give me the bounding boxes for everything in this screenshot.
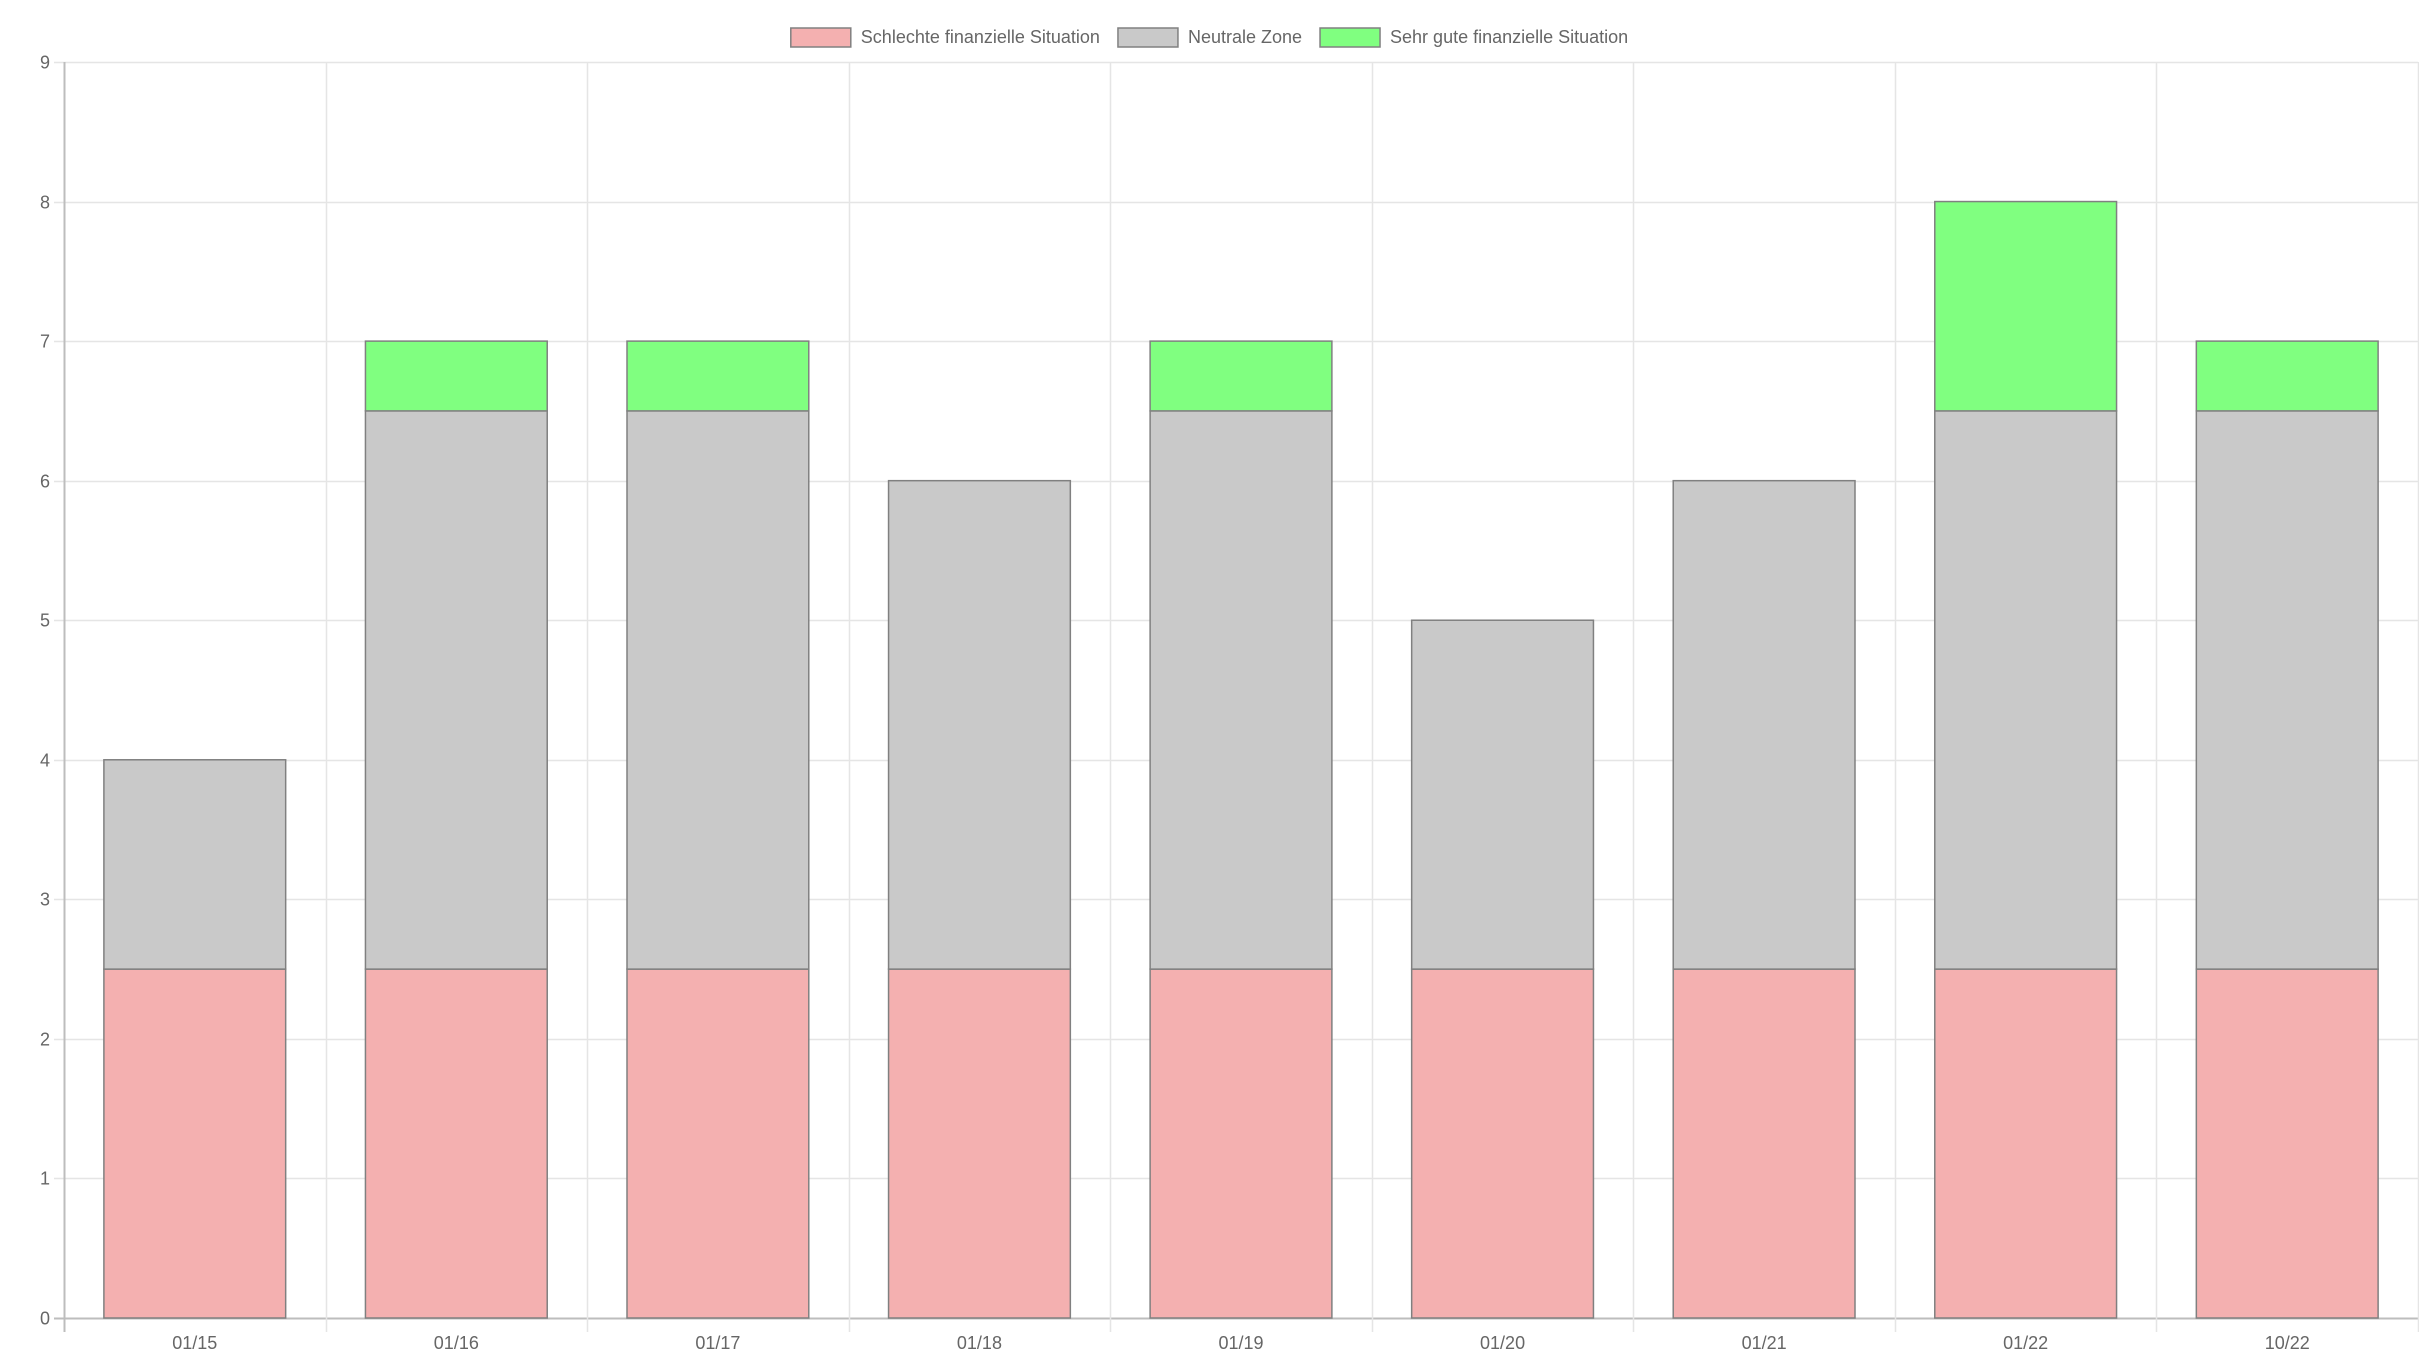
bar-segment[interactable] — [1149, 410, 1333, 970]
bar-segment[interactable] — [1934, 968, 2118, 1319]
bar-segment[interactable] — [2195, 340, 2379, 412]
y-tick-label: 1 — [40, 1169, 50, 1189]
bar-segment[interactable] — [103, 968, 287, 1319]
legend-swatch — [1319, 27, 1381, 48]
x-tick-label: 01/21 — [1742, 1333, 1787, 1353]
y-tick-label: 7 — [40, 332, 50, 352]
bar-segment[interactable] — [1410, 968, 1595, 1319]
bar-segment[interactable] — [1672, 479, 1856, 970]
x-tick-label: 01/17 — [695, 1333, 740, 1353]
y-tick-label: 6 — [40, 472, 50, 492]
bars-layer — [103, 200, 2379, 1319]
bar-segment[interactable] — [1149, 968, 1333, 1319]
x-tick-label: 01/22 — [2003, 1333, 2048, 1353]
legend-item[interactable]: Sehr gute finanzielle Situation — [1319, 27, 1628, 48]
bar-segment[interactable] — [364, 340, 548, 412]
legend-label: Schlechte finanzielle Situation — [861, 27, 1100, 47]
y-tick-label: 9 — [40, 53, 50, 73]
bar-segment[interactable] — [626, 340, 810, 412]
bar-segment[interactable] — [1149, 340, 1333, 412]
bar-segment[interactable] — [364, 410, 548, 970]
legend-item[interactable]: Schlechte finanzielle Situation — [790, 27, 1100, 48]
bar-segment[interactable] — [2195, 968, 2379, 1319]
bar-segment[interactable] — [626, 410, 810, 970]
y-tick-label: 0 — [40, 1309, 50, 1329]
y-tick-label: 3 — [40, 890, 50, 910]
bar-segment[interactable] — [1934, 410, 2118, 970]
legend-item[interactable]: Neutrale Zone — [1117, 27, 1302, 48]
x-tick-label: 01/20 — [1480, 1333, 1525, 1353]
legend-swatch — [1117, 27, 1179, 48]
x-tick-label: 01/16 — [434, 1333, 479, 1353]
bar-segment[interactable] — [103, 759, 287, 970]
y-tick-label: 2 — [40, 1030, 50, 1050]
y-tick-label: 4 — [40, 751, 50, 771]
legend-label: Neutrale Zone — [1188, 27, 1302, 47]
x-tick-label: 10/22 — [2265, 1333, 2310, 1353]
legend[interactable]: Schlechte finanzielle Situation Neutrale … — [790, 27, 1628, 48]
bar-segment[interactable] — [364, 968, 548, 1319]
x-tick-label: 01/19 — [1218, 1333, 1263, 1353]
x-tick-label: 01/18 — [957, 1333, 1002, 1353]
axis-layer: 0 1 2 3 4 5 6 7 8 9 01/15 01/16 01/17 01/18 01/19 01/20… — [40, 53, 2310, 1354]
y-tick-label: 8 — [40, 193, 50, 213]
bar-segment[interactable] — [2195, 410, 2379, 970]
y-tick-label: 5 — [40, 611, 50, 631]
bar-segment[interactable] — [626, 968, 810, 1319]
bar-segment[interactable] — [887, 968, 1072, 1319]
bar-segment[interactable] — [887, 479, 1072, 970]
x-tick-label: 01/15 — [172, 1333, 217, 1353]
bar-segment[interactable] — [1934, 200, 2118, 412]
legend-swatch — [790, 27, 852, 48]
legend-label: Sehr gute finanzielle Situation — [1390, 27, 1628, 47]
bar-segment[interactable] — [1672, 968, 1856, 1319]
bar-segment[interactable] — [1410, 619, 1595, 970]
